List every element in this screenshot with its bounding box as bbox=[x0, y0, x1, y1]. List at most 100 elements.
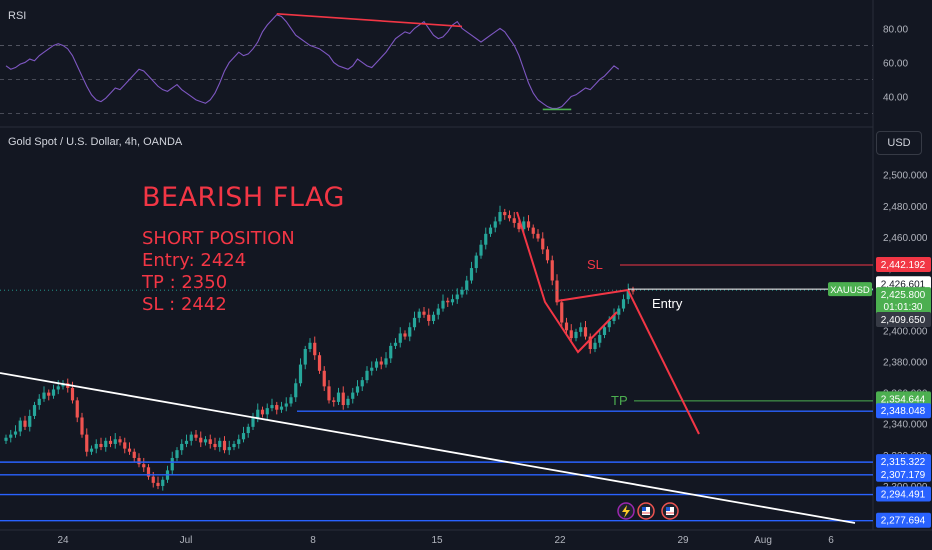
candle-body bbox=[626, 289, 630, 300]
candle-body bbox=[94, 443, 98, 449]
candle-body bbox=[32, 405, 37, 416]
currency-button[interactable]: USD bbox=[876, 131, 922, 155]
candle-body bbox=[89, 448, 94, 452]
support-level-tag-bg bbox=[876, 403, 931, 419]
candle-body bbox=[313, 342, 317, 356]
candle-body bbox=[365, 370, 369, 381]
candle-body bbox=[180, 443, 184, 451]
candle-body bbox=[569, 330, 573, 339]
support-level-tag: 2,348.048 bbox=[881, 406, 926, 417]
candle-body bbox=[303, 349, 307, 365]
candle-body bbox=[28, 415, 32, 427]
price-tick-label: 2,380.000 bbox=[883, 357, 928, 368]
candle-body bbox=[108, 440, 113, 444]
candle-body bbox=[588, 336, 592, 350]
candle-body bbox=[512, 218, 516, 223]
candle-body bbox=[341, 392, 345, 406]
tp-price-tag-bg bbox=[876, 391, 931, 407]
projection-line bbox=[627, 289, 700, 435]
candle-body bbox=[184, 440, 189, 444]
candle-body bbox=[85, 434, 89, 452]
annotation-entry: Entry: 2424 bbox=[142, 250, 247, 271]
candle-body bbox=[194, 434, 198, 438]
candle-body bbox=[469, 268, 474, 281]
support-level-tag-bg bbox=[876, 454, 931, 470]
candle-body bbox=[213, 443, 217, 448]
candle-body bbox=[431, 314, 436, 321]
candle-body bbox=[42, 392, 46, 399]
candle-body bbox=[203, 439, 208, 443]
candle-body bbox=[450, 299, 455, 303]
candle-body bbox=[156, 482, 160, 486]
candle-body bbox=[427, 314, 431, 321]
rsi-tick-label: 40.00 bbox=[883, 92, 908, 103]
candle-body bbox=[332, 400, 336, 402]
time-tick-label: Aug bbox=[754, 535, 772, 546]
price-tick-label: 2,480.000 bbox=[883, 202, 928, 213]
candle-body bbox=[441, 300, 445, 309]
candle-body bbox=[536, 233, 540, 239]
candle-body bbox=[545, 249, 550, 261]
candle-body bbox=[455, 294, 459, 300]
candle-body bbox=[574, 331, 578, 339]
candle-body bbox=[142, 464, 146, 468]
candle-body bbox=[222, 440, 227, 451]
candle-body bbox=[322, 370, 326, 387]
candle-body bbox=[113, 439, 117, 444]
candle-body bbox=[602, 327, 607, 335]
support-level-tag: 2,277.694 bbox=[881, 516, 926, 527]
support-level-tag: 2,315.322 bbox=[881, 457, 926, 468]
candle-body bbox=[118, 439, 122, 443]
candle-body bbox=[550, 260, 554, 281]
candle-body bbox=[493, 221, 497, 228]
time-tick-label: 24 bbox=[57, 535, 69, 546]
candle-body bbox=[23, 420, 27, 427]
annotation-tp: TP : 2350 bbox=[142, 272, 228, 293]
candle-body bbox=[294, 383, 298, 398]
candle-body bbox=[327, 386, 331, 401]
symbol-tag: XAUUSD bbox=[830, 285, 870, 296]
candle-body bbox=[531, 227, 535, 234]
candle-body bbox=[199, 437, 203, 443]
candle-body bbox=[175, 450, 179, 458]
candle-body bbox=[336, 392, 341, 402]
annotation-headline: BEARISH FLAG bbox=[142, 182, 345, 213]
bid-price-tag: 2,409.650 bbox=[881, 315, 926, 326]
candle-body bbox=[237, 439, 241, 444]
time-tick-label: 8 bbox=[310, 535, 316, 546]
candle-body bbox=[607, 320, 611, 328]
tp-label: TP bbox=[611, 393, 628, 408]
candle-body bbox=[398, 333, 402, 343]
candle-body bbox=[484, 233, 488, 245]
candle-body bbox=[75, 400, 79, 418]
candle-body bbox=[517, 222, 521, 230]
bid-price-tag-bg bbox=[876, 311, 931, 327]
candle-body bbox=[503, 212, 507, 216]
price-tick-label: 2,340.000 bbox=[883, 420, 928, 431]
candle-body bbox=[289, 397, 293, 404]
candle-body bbox=[360, 380, 364, 387]
candle-body bbox=[555, 280, 559, 303]
lightning-glyph bbox=[622, 505, 630, 518]
candle-body bbox=[379, 361, 383, 365]
price-tick-label: 2,500.000 bbox=[883, 171, 928, 182]
time-tick-label: 15 bbox=[431, 535, 443, 546]
candle-body bbox=[384, 358, 388, 365]
candle-body bbox=[4, 437, 8, 441]
candle-body bbox=[593, 342, 597, 350]
rsi-tick-label: 80.00 bbox=[883, 24, 908, 35]
candle-body bbox=[617, 308, 621, 315]
candle-body bbox=[612, 314, 616, 321]
candle-body bbox=[408, 327, 412, 337]
candle-body bbox=[70, 387, 75, 401]
candle-body bbox=[351, 392, 355, 399]
candle-body bbox=[579, 327, 583, 332]
candle-body bbox=[146, 467, 151, 477]
candle-body bbox=[370, 367, 374, 371]
candle-body bbox=[246, 426, 250, 434]
sl-price-tag-bg bbox=[876, 256, 931, 272]
candle-body bbox=[56, 386, 60, 390]
candle-body bbox=[189, 434, 193, 441]
